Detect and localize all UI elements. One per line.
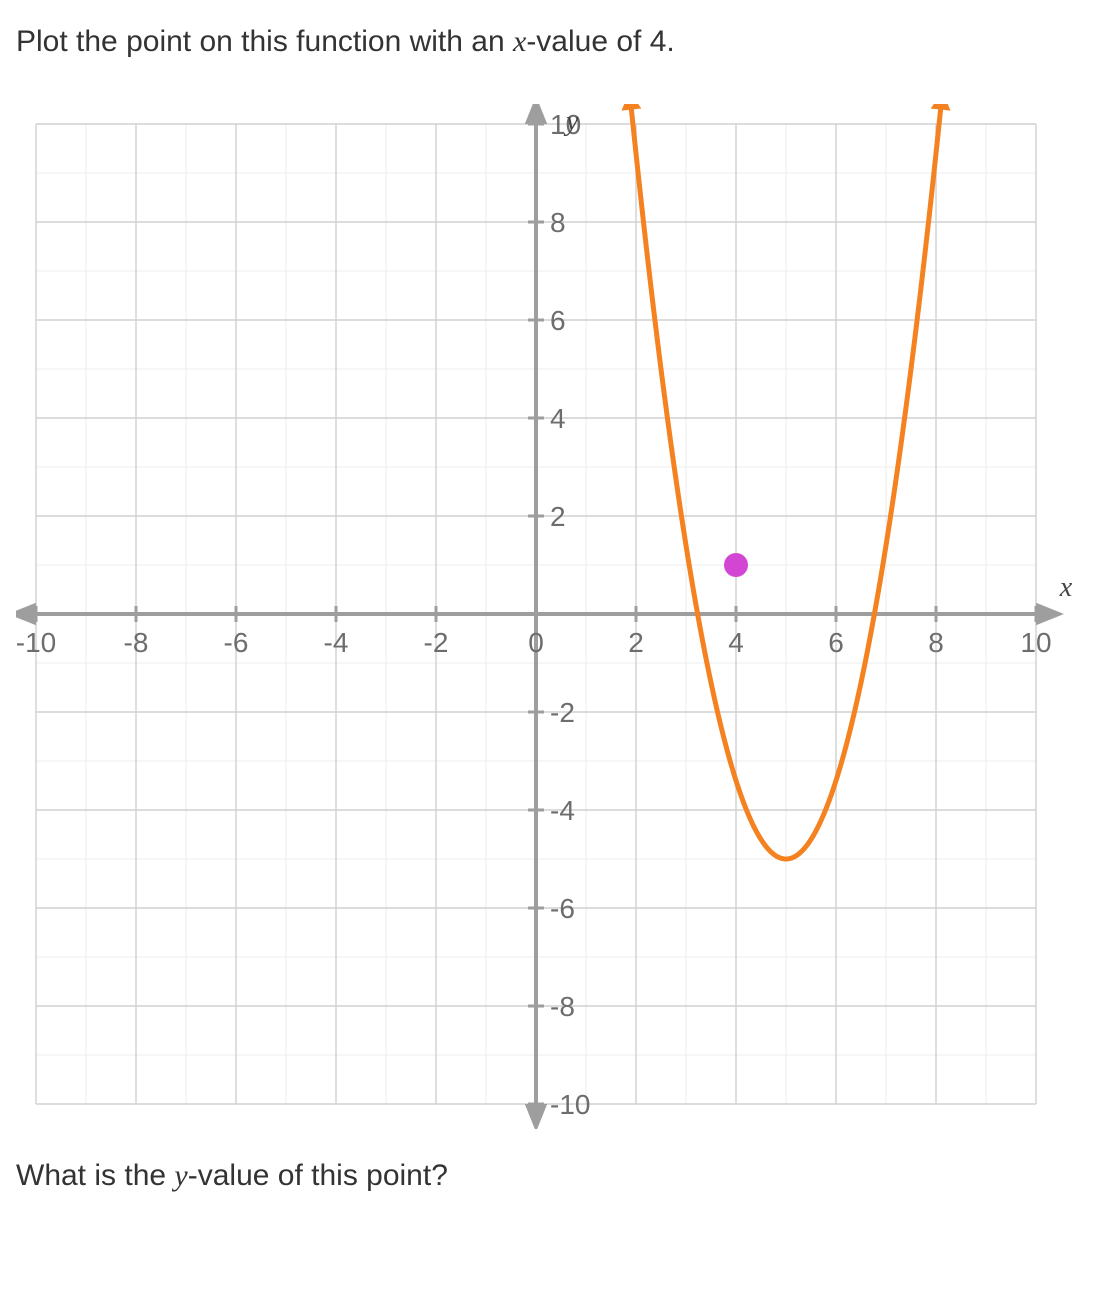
x-tick-label: 10 (1020, 627, 1051, 658)
followup-var: y (174, 1159, 187, 1192)
x-tick-label: -2 (424, 627, 449, 658)
x-tick-label: -4 (324, 627, 349, 658)
x-tick-label: 4 (728, 627, 744, 658)
x-tick-label: -8 (124, 627, 149, 658)
followup-prefix: What is the (16, 1159, 174, 1192)
axis-arrow-icon (525, 104, 547, 124)
plotted-point[interactable] (724, 553, 748, 577)
x-tick-label: -6 (224, 627, 249, 658)
question-prefix: Plot the point on this function with an (16, 25, 513, 58)
axis-arrow-icon (1036, 602, 1064, 624)
x-tick-label: 6 (828, 627, 844, 658)
y-tick-label: -8 (550, 991, 575, 1022)
followup-text: What is the y-value of this point? (16, 1159, 1081, 1193)
y-tick-label: -2 (550, 697, 575, 728)
question-var: x (513, 25, 526, 58)
x-axis-label: x (1059, 572, 1073, 603)
question-suffix: -value of 4. (526, 25, 674, 58)
followup-suffix: -value of this point? (188, 1159, 448, 1192)
x-tick-label: 8 (928, 627, 944, 658)
coordinate-plane[interactable]: -10-8-6-4-20246810-10-8-6-4-2246810yx (16, 104, 1076, 1129)
axis-arrow-icon (16, 602, 36, 624)
y-tick-label: 4 (550, 403, 566, 434)
axis-arrow-icon (525, 1104, 547, 1129)
y-tick-label: -4 (550, 795, 575, 826)
coordinate-plane-svg: -10-8-6-4-20246810-10-8-6-4-2246810yx (16, 104, 1076, 1129)
y-axis-label: y (563, 106, 579, 137)
x-tick-label: 0 (528, 627, 544, 658)
y-tick-label: -10 (550, 1089, 590, 1120)
y-tick-label: -6 (550, 893, 575, 924)
y-tick-label: 6 (550, 305, 566, 336)
question-text: Plot the point on this function with an … (16, 20, 1081, 64)
y-tick-label: 8 (550, 207, 566, 238)
x-tick-label: 2 (628, 627, 644, 658)
x-tick-label: -10 (16, 627, 56, 658)
y-tick-label: 2 (550, 501, 566, 532)
